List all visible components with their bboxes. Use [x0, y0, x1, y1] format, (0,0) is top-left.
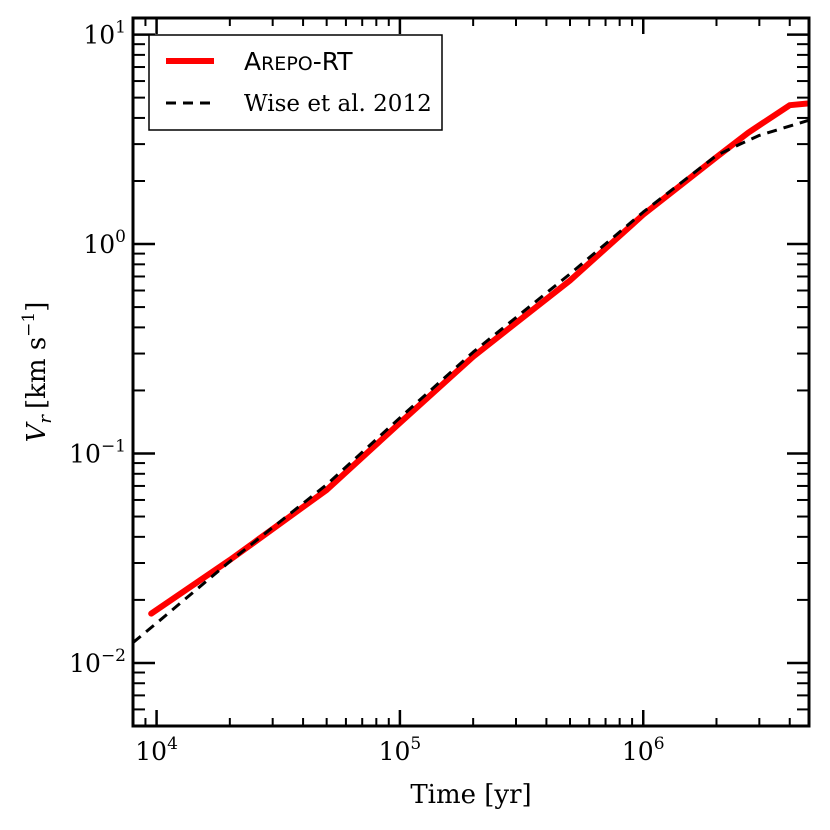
y-tick-label: 10−1 [69, 436, 126, 468]
legend-label-wise: Wise et al. 2012 [244, 91, 432, 117]
y-axis-label: Vr[km s−1] [19, 302, 56, 443]
x-axis-label: Time [yr] [410, 780, 531, 810]
y-tick-label: 10−2 [69, 646, 126, 678]
y-tick-labels: 10−2 10−1 100 101 [69, 18, 126, 678]
x-tick-label: 104 [135, 734, 178, 766]
legend-box [148, 34, 443, 131]
x-tick-label: 105 [379, 734, 422, 766]
y-tick-label: 100 [83, 227, 126, 259]
major-ticks [133, 18, 809, 726]
y-tick-label: 101 [83, 18, 126, 50]
series-line-wise [133, 118, 809, 644]
legend-label-arepo: AREPO-RT [244, 47, 353, 76]
plot-frame [131, 16, 811, 728]
x-tick-label: 106 [622, 734, 665, 766]
legend: AREPO-RT Wise et al. 2012 [148, 34, 443, 131]
x-tick-labels: 104 105 106 [135, 734, 664, 766]
series-line-arepo [148, 100, 809, 617]
series-layer [133, 100, 809, 644]
